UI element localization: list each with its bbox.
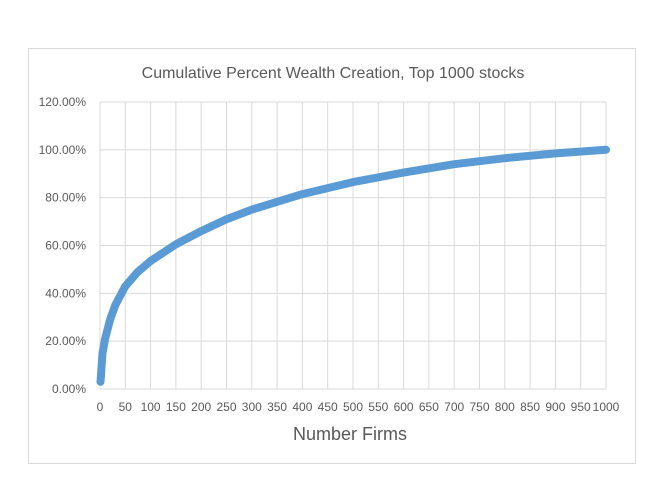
y-tick-labels: 0.00% 20.00% 40.00% 60.00% 80.00% 100.00% 120.… <box>39 95 87 396</box>
y-tick-label: 60.00% <box>45 239 86 253</box>
x-tick-label: 400 <box>292 400 312 414</box>
x-tick-label: 650 <box>419 400 439 414</box>
x-tick-label: 200 <box>191 400 211 414</box>
series-line <box>96 145 610 386</box>
x-tick-label: 750 <box>469 400 489 414</box>
y-tick-label: 40.00% <box>45 286 86 300</box>
x-tick-label: 700 <box>444 400 464 414</box>
x-tick-label: 150 <box>166 400 186 414</box>
x-tick-label: 850 <box>520 400 540 414</box>
x-tick-label: 500 <box>343 400 363 414</box>
y-tick-label: 120.00% <box>39 95 87 109</box>
series-layer <box>96 145 610 386</box>
x-tick-labels: 0 50 100 150 200 250 300 350 400 450 500 550 600 650 7… <box>97 400 620 414</box>
y-tick-label: 100.00% <box>39 143 87 157</box>
chart-frame <box>28 48 636 464</box>
x-tick-label: 800 <box>495 400 515 414</box>
y-tick-label: 20.00% <box>45 334 86 348</box>
x-tick-label: 1000 <box>593 400 620 414</box>
x-tick-label: 250 <box>216 400 236 414</box>
y-tick-label: 80.00% <box>45 191 86 205</box>
x-tick-label: 350 <box>267 400 287 414</box>
x-tick-label: 300 <box>242 400 262 414</box>
chart-title: Cumulative Percent Wealth Creation, Top … <box>142 65 525 82</box>
grid-layer <box>99 101 607 390</box>
x-tick-label: 900 <box>545 400 565 414</box>
x-tick-label: 550 <box>368 400 388 414</box>
x-tick-label: 450 <box>318 400 338 414</box>
y-tick-label: 0.00% <box>52 382 86 396</box>
x-tick-label: 100 <box>141 400 161 414</box>
x-tick-label: 950 <box>571 400 591 414</box>
x-axis-label: Number Firms <box>293 424 407 444</box>
x-tick-label: 0 <box>97 400 104 414</box>
x-tick-label: 50 <box>119 400 133 414</box>
x-tick-label: 600 <box>394 400 414 414</box>
